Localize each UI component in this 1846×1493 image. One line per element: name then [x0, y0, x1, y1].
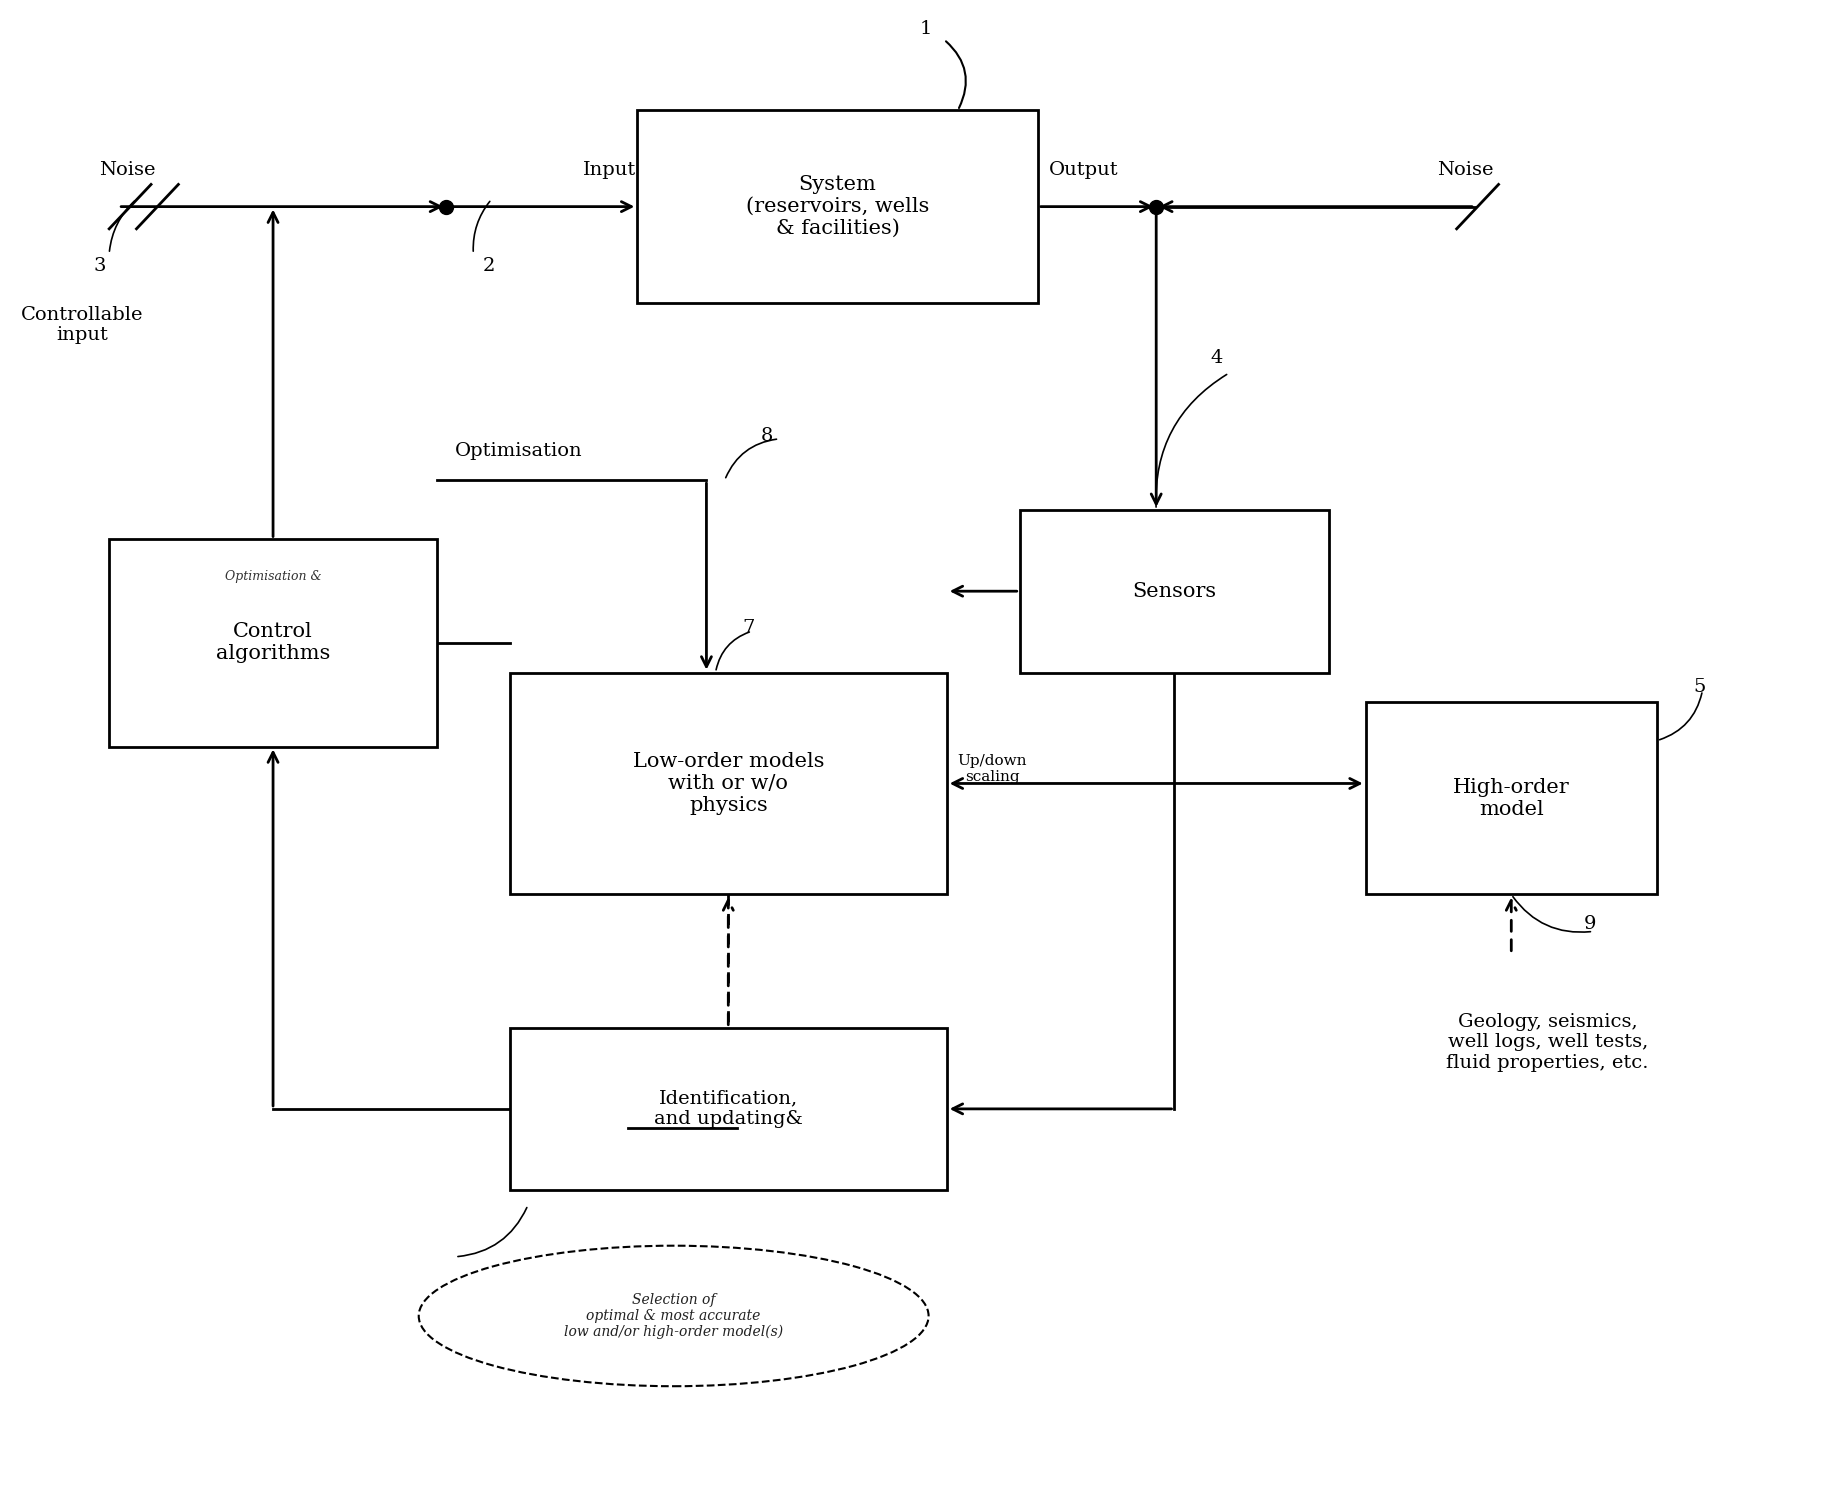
Text: Low-order models
with or w/o
physics: Low-order models with or w/o physics	[633, 752, 823, 815]
Text: 5: 5	[1693, 678, 1706, 696]
Text: Identification,
and updating&: Identification, and updating&	[653, 1090, 803, 1129]
Text: Optimisation &: Optimisation &	[225, 570, 321, 582]
Bar	[637, 110, 1037, 303]
Text: Sensors: Sensors	[1132, 582, 1217, 600]
Bar	[509, 1027, 947, 1190]
Text: Noise: Noise	[100, 161, 155, 179]
Text: Up/down
scaling: Up/down scaling	[958, 754, 1026, 784]
Text: Output: Output	[1049, 161, 1119, 179]
Text: Control
algorithms: Control algorithms	[216, 623, 330, 663]
Text: Selection of
optimal & most accurate
low and/or high-order model(s): Selection of optimal & most accurate low…	[565, 1293, 783, 1339]
Text: 7: 7	[742, 620, 755, 638]
Text: 4: 4	[1211, 349, 1224, 367]
Text: Input: Input	[583, 161, 637, 179]
Text: Noise: Noise	[1438, 161, 1493, 179]
Bar	[1019, 509, 1329, 672]
Text: 1: 1	[919, 19, 932, 39]
Text: High-order
model: High-order model	[1453, 778, 1569, 818]
Text: 2: 2	[482, 257, 495, 275]
Text: Optimisation: Optimisation	[456, 442, 583, 460]
Bar	[509, 672, 947, 894]
Bar	[1366, 702, 1658, 894]
Text: 9: 9	[1584, 915, 1597, 933]
Text: Controllable
input: Controllable input	[20, 306, 144, 345]
Text: 8: 8	[761, 427, 773, 445]
Text: System
(reservoirs, wells
& facilities): System (reservoirs, wells & facilities)	[746, 175, 929, 237]
Text: 3: 3	[94, 257, 107, 275]
Text: Geology, seismics,
well logs, well tests,
fluid properties, etc.: Geology, seismics, well logs, well tests…	[1447, 1012, 1648, 1072]
Bar	[109, 539, 438, 746]
